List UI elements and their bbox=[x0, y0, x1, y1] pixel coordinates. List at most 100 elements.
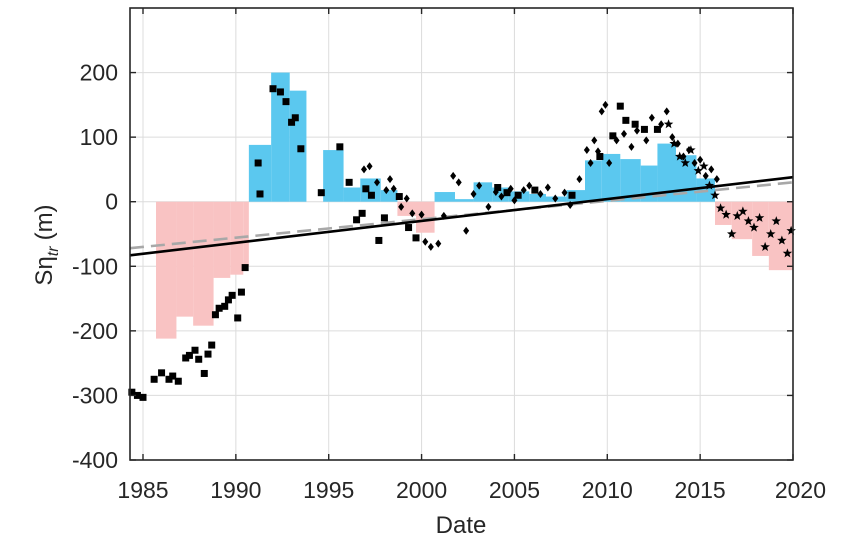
data-point-square-39 bbox=[380, 214, 388, 222]
bar-20 bbox=[529, 193, 546, 202]
data-point-diamond-24 bbox=[520, 186, 527, 195]
data-point-diamond-5 bbox=[390, 184, 397, 193]
data-point-diamond-46 bbox=[663, 107, 670, 116]
data-point-square-5 bbox=[165, 375, 173, 383]
bar-10 bbox=[343, 187, 361, 202]
data-point-star-9 bbox=[715, 203, 726, 213]
data-point-square-45 bbox=[514, 191, 522, 199]
data-point-square-33 bbox=[345, 178, 353, 186]
data-point-square-18 bbox=[224, 296, 232, 304]
data-point-square-26 bbox=[276, 88, 284, 96]
data-point-diamond-17 bbox=[470, 189, 477, 198]
y-tick-label-3: -100 bbox=[72, 253, 118, 279]
data-point-star-0 bbox=[663, 119, 674, 129]
data-point-diamond-37 bbox=[602, 100, 609, 109]
data-point-diamond-18 bbox=[476, 181, 483, 190]
data-point-diamond-2 bbox=[374, 178, 380, 187]
point-series bbox=[128, 85, 796, 401]
data-point-diamond-16 bbox=[463, 226, 470, 235]
data-point-diamond-25 bbox=[526, 181, 533, 190]
data-point-diamond-54 bbox=[708, 165, 715, 174]
data-point-square-9 bbox=[185, 351, 193, 359]
data-point-diamond-40 bbox=[621, 129, 627, 138]
data-point-star-17 bbox=[760, 241, 770, 251]
y-tick-label-4: 0 bbox=[105, 189, 118, 215]
data-point-diamond-32 bbox=[583, 146, 590, 155]
data-point-star-12 bbox=[732, 210, 742, 220]
data-point-square-32 bbox=[336, 143, 344, 151]
x-axis-label: Date bbox=[436, 512, 487, 539]
data-point-diamond-0 bbox=[361, 165, 367, 174]
data-point-square-31 bbox=[317, 189, 325, 197]
data-point-star-13 bbox=[738, 206, 748, 216]
data-point-diamond-41 bbox=[628, 142, 635, 151]
y-axis-label-subscript: tr bbox=[45, 246, 62, 256]
data-point-diamond-21 bbox=[498, 192, 505, 201]
data-point-square-2 bbox=[139, 393, 147, 401]
data-point-square-13 bbox=[204, 350, 212, 358]
bar-9 bbox=[323, 150, 344, 202]
data-point-square-12 bbox=[200, 369, 208, 377]
bar-17 bbox=[473, 182, 493, 202]
data-point-star-15 bbox=[749, 222, 759, 232]
y-axis-label-main: Sη bbox=[31, 256, 58, 285]
bar-31 bbox=[731, 201, 753, 240]
data-point-diamond-31 bbox=[576, 175, 583, 184]
data-point-square-7 bbox=[174, 377, 182, 385]
data-point-star-7 bbox=[704, 180, 715, 190]
data-point-square-40 bbox=[395, 193, 403, 201]
data-point-square-21 bbox=[237, 288, 245, 296]
data-point-star-20 bbox=[777, 235, 787, 245]
data-point-square-19 bbox=[228, 291, 236, 299]
data-point-square-35 bbox=[358, 209, 366, 217]
x-tick-label-1: 1990 bbox=[210, 477, 261, 503]
data-point-square-42 bbox=[412, 234, 420, 242]
data-point-diamond-39 bbox=[613, 136, 620, 145]
data-point-diamond-28 bbox=[552, 194, 559, 203]
data-point-star-16 bbox=[754, 212, 765, 222]
data-point-diamond-10 bbox=[422, 237, 429, 246]
data-point-square-44 bbox=[503, 189, 511, 197]
data-point-square-50 bbox=[616, 102, 624, 110]
data-point-diamond-11 bbox=[427, 242, 434, 251]
data-point-square-49 bbox=[609, 132, 617, 140]
bar-14 bbox=[416, 201, 435, 233]
data-point-square-22 bbox=[241, 264, 249, 272]
trend-lines bbox=[129, 175, 794, 257]
data-point-square-10 bbox=[191, 346, 199, 354]
data-point-square-43 bbox=[494, 184, 502, 192]
data-point-diamond-8 bbox=[409, 209, 416, 218]
data-point-diamond-4 bbox=[387, 175, 393, 184]
data-point-square-30 bbox=[297, 145, 305, 153]
x-tick-label-5: 2010 bbox=[582, 477, 633, 503]
data-point-star-21 bbox=[782, 248, 793, 258]
data-point-diamond-9 bbox=[418, 210, 425, 219]
x-tick-label-0: 1985 bbox=[117, 477, 168, 503]
data-point-square-37 bbox=[367, 191, 375, 199]
data-point-diamond-52 bbox=[697, 155, 704, 164]
data-point-diamond-20 bbox=[492, 188, 499, 197]
data-point-square-4 bbox=[158, 369, 166, 377]
data-point-square-20 bbox=[234, 314, 242, 322]
bar-series bbox=[156, 72, 793, 339]
data-point-diamond-47 bbox=[669, 133, 676, 142]
data-point-diamond-3 bbox=[383, 186, 390, 195]
bar-6 bbox=[248, 144, 272, 202]
data-point-star-19 bbox=[771, 216, 781, 226]
x-tick-label-7: 2020 bbox=[775, 477, 826, 503]
data-point-diamond-51 bbox=[691, 158, 698, 167]
trend-line-solid bbox=[129, 175, 794, 257]
data-point-square-53 bbox=[640, 125, 648, 133]
data-point-square-24 bbox=[256, 190, 264, 198]
data-point-star-10 bbox=[721, 209, 731, 219]
data-point-square-29 bbox=[291, 114, 299, 122]
data-point-square-23 bbox=[254, 159, 262, 167]
y-tick-label-5: 100 bbox=[80, 124, 118, 150]
data-point-square-16 bbox=[215, 304, 223, 312]
data-point-square-27 bbox=[282, 98, 290, 106]
data-point-diamond-27 bbox=[544, 183, 551, 192]
data-point-star-11 bbox=[727, 229, 737, 238]
data-point-square-14 bbox=[208, 341, 216, 349]
data-point-diamond-22 bbox=[507, 184, 514, 193]
